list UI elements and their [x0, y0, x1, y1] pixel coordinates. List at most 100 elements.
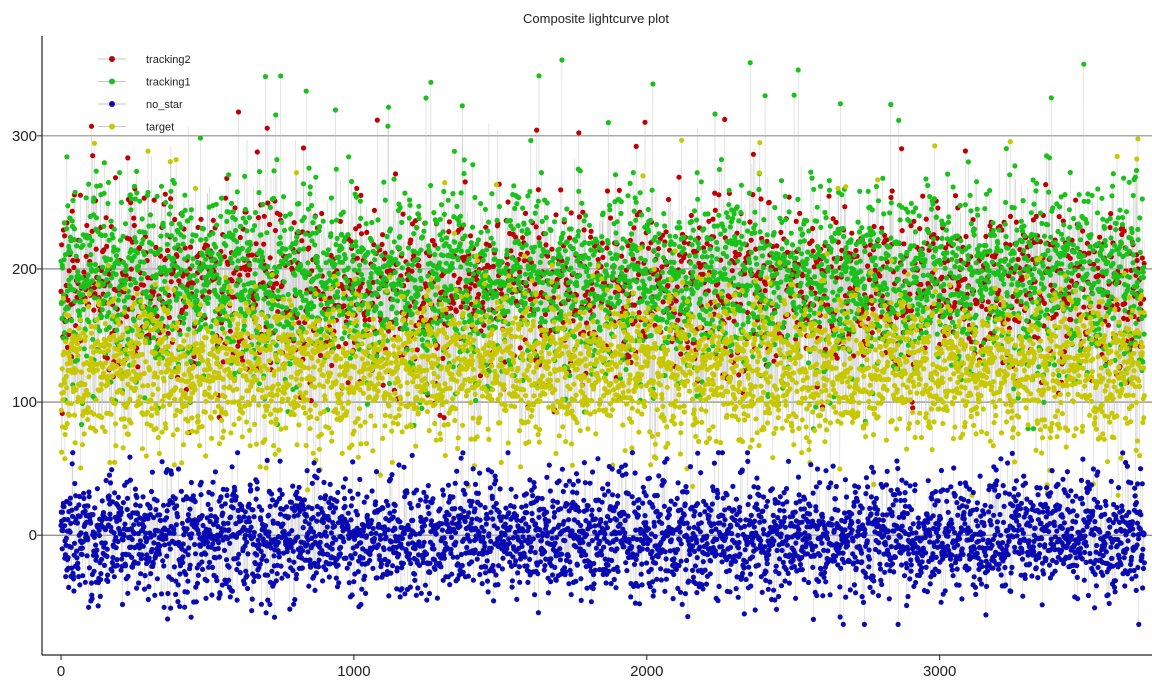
point-tracking1	[689, 274, 695, 280]
point-tracking2	[607, 215, 614, 221]
point-tracking1	[633, 199, 639, 205]
point-tracking2	[480, 299, 486, 306]
point-tracking1	[419, 234, 425, 240]
point-tracking1	[437, 260, 443, 266]
point-tracking1	[959, 266, 965, 272]
point-tracking2	[748, 237, 754, 243]
point-tracking1	[192, 293, 199, 299]
point-tracking2	[392, 171, 399, 177]
point-tracking2	[353, 226, 359, 232]
point-tracking1	[136, 263, 142, 269]
point-tracking1	[900, 256, 906, 262]
point-tracking1	[247, 242, 254, 248]
point-tracking1	[514, 201, 520, 207]
point-tracking1	[672, 233, 679, 240]
point-tracking1	[945, 171, 951, 177]
point-tracking2	[542, 311, 549, 317]
point-tracking1	[356, 262, 363, 268]
point-tracking1	[968, 221, 974, 227]
point-tracking2	[833, 219, 839, 225]
point-tracking1	[913, 279, 920, 285]
point-tracking1	[831, 317, 837, 323]
point-tracking1	[870, 231, 877, 237]
point-tracking1	[970, 291, 976, 297]
point-tracking1	[973, 312, 979, 318]
point-tracking1	[911, 243, 917, 249]
point-tracking1	[661, 211, 667, 217]
point-tracking1	[186, 291, 192, 298]
point-tracking2	[58, 288, 64, 294]
point-tracking1	[324, 252, 330, 258]
point-tracking1	[405, 289, 411, 295]
point-tracking1	[526, 230, 532, 236]
point-tracking1	[681, 246, 687, 252]
point-tracking1	[508, 300, 514, 306]
point-tracking1	[924, 297, 930, 303]
point-tracking1	[151, 335, 157, 341]
point-tracking1	[855, 219, 861, 225]
point-tracking1	[655, 239, 662, 245]
point-tracking1	[686, 253, 692, 259]
point-tracking1	[493, 247, 499, 253]
point-tracking1	[405, 245, 411, 251]
point-tracking1	[721, 266, 728, 272]
point-tracking1	[356, 280, 362, 286]
point-tracking1	[762, 93, 768, 99]
point-tracking1	[601, 292, 607, 298]
point-tracking1	[907, 297, 913, 303]
point-tracking1	[317, 224, 323, 230]
point-tracking2	[758, 196, 764, 202]
point-tracking2	[275, 309, 281, 315]
point-tracking1	[967, 192, 973, 198]
point-tracking1	[443, 235, 450, 241]
point-tracking1	[426, 249, 433, 255]
point-tracking1	[340, 209, 346, 215]
point-tracking1	[233, 282, 240, 288]
point-tracking1	[571, 334, 577, 340]
point-tracking1	[694, 217, 700, 223]
point-tracking1	[107, 283, 113, 289]
point-tracking2	[774, 243, 780, 249]
point-tracking1	[927, 243, 933, 249]
point-tracking1	[683, 286, 689, 292]
point-tracking1	[194, 259, 201, 266]
point-tracking1	[424, 347, 430, 353]
point-tracking1	[68, 250, 74, 256]
point-tracking1	[298, 263, 304, 269]
point-tracking1	[539, 218, 545, 224]
point-tracking1	[189, 263, 195, 269]
point-tracking1	[188, 215, 194, 221]
point-tracking1	[540, 280, 546, 286]
point-tracking1	[568, 226, 574, 232]
point-tracking1	[511, 183, 517, 189]
point-tracking2	[225, 261, 231, 267]
point-tracking2	[534, 127, 540, 133]
point-tracking1	[385, 104, 392, 110]
point-tracking1	[332, 107, 339, 113]
point-tracking2	[153, 244, 159, 250]
point-tracking2	[71, 264, 77, 271]
point-tracking1	[638, 255, 644, 261]
point-tracking2	[675, 317, 681, 323]
point-tracking2	[520, 235, 526, 241]
point-tracking1	[485, 228, 491, 234]
point-tracking1	[575, 233, 581, 239]
point-tracking2	[583, 320, 590, 326]
point-tracking1	[575, 228, 582, 234]
point-tracking1	[272, 328, 278, 334]
point-tracking1	[775, 251, 781, 257]
point-tracking1	[72, 298, 78, 304]
point-tracking1	[461, 157, 467, 163]
point-tracking1	[101, 190, 107, 196]
point-tracking2	[348, 238, 354, 244]
point-tracking1	[180, 241, 186, 247]
point-tracking2	[793, 218, 799, 224]
point-tracking1	[310, 220, 316, 226]
point-tracking1	[817, 183, 824, 189]
point-tracking1	[641, 282, 647, 288]
point-tracking1	[318, 302, 324, 308]
point-tracking1	[844, 264, 850, 270]
point-tracking1	[687, 235, 694, 241]
point-tracking1	[445, 197, 451, 203]
point-tracking1	[439, 237, 445, 243]
